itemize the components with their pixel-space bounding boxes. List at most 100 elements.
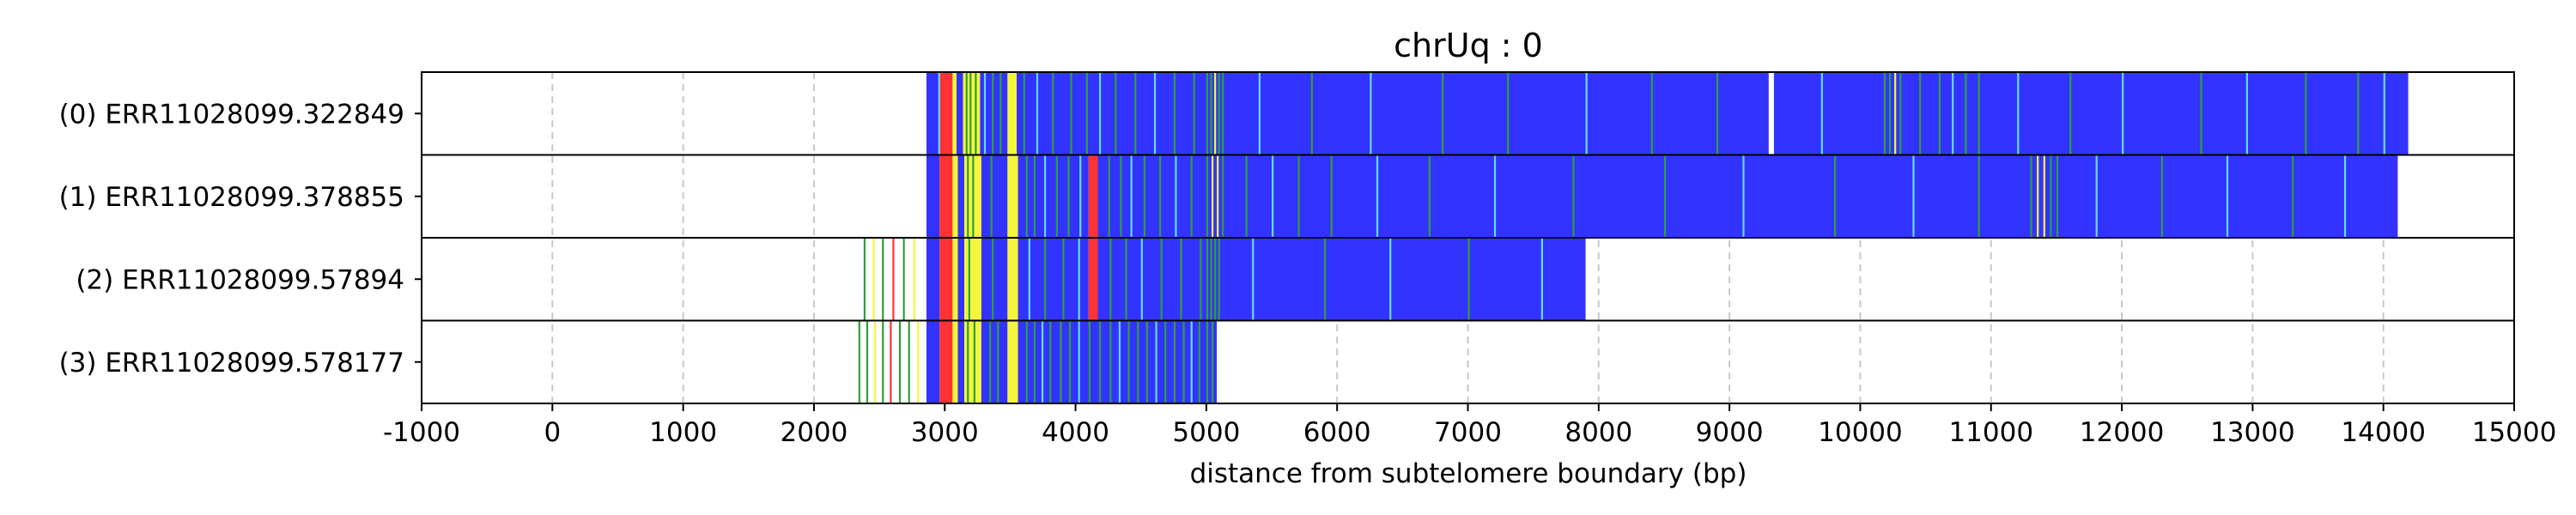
read-segment: [926, 154, 940, 238]
variant-mark: [1206, 238, 1209, 321]
variant-mark: [1218, 72, 1220, 155]
variant-mark: [1175, 154, 1177, 238]
read-segment: [926, 238, 940, 321]
variant-mark: [1323, 238, 1327, 321]
read-segment: [952, 320, 958, 403]
read-segment: [957, 320, 965, 403]
variant-mark: [1210, 72, 1212, 155]
read-segment: [1097, 154, 2398, 238]
read-segment: [1007, 154, 1018, 238]
read-segment: [1007, 72, 1018, 155]
x-tick-label: 0: [544, 417, 561, 448]
variant-mark: [1218, 238, 1220, 321]
variant-mark: [1222, 154, 1224, 238]
variant-mark: [969, 72, 972, 155]
variant-mark: [999, 72, 1002, 155]
variant-mark: [992, 72, 994, 155]
variant-mark: [1210, 238, 1212, 321]
x-tick-label: 12000: [2080, 417, 2165, 448]
read-row: (1) ERR11028099.378855: [59, 154, 2515, 239]
variant-mark: [898, 320, 902, 403]
variant-mark: [1070, 72, 1072, 155]
variant-mark: [902, 238, 905, 321]
variant-mark: [1206, 154, 1209, 238]
variant-mark: [1742, 154, 1745, 238]
read-segment: [952, 72, 957, 155]
read-segment: [1773, 72, 2409, 155]
read-rows: (0) ERR11028099.322849 (1) ERR11028099.37…: [59, 71, 2515, 404]
variant-mark: [2069, 72, 2072, 155]
variant-mark: [1217, 154, 1219, 238]
variant-mark: [1894, 72, 1897, 155]
variant-mark: [1370, 72, 1372, 155]
read-row: (0) ERR11028099.322849: [59, 71, 2515, 156]
variant-mark: [2383, 72, 2385, 155]
read-label: (1) ERR11028099.378855: [59, 182, 404, 213]
x-tick-label: 10000: [1818, 417, 1903, 448]
variant-mark: [908, 320, 910, 403]
variant-mark: [1467, 238, 1470, 321]
read-segment: [964, 238, 981, 321]
read-segment: [939, 154, 953, 238]
variant-mark: [1193, 72, 1195, 155]
variant-mark: [2056, 154, 2059, 238]
variant-mark: [1540, 238, 1543, 321]
variant-mark: [1033, 154, 1036, 238]
variant-mark: [1978, 154, 1980, 238]
variant-mark: [1965, 72, 1967, 155]
variant-mark: [1206, 72, 1209, 155]
read-segment: [926, 72, 940, 155]
read-segment: [1097, 238, 1586, 321]
read-row: (2) ERR11028099.57894: [76, 237, 2515, 322]
variant-mark: [874, 320, 877, 403]
variant-mark: [1098, 72, 1102, 155]
variant-mark: [1060, 320, 1062, 403]
variant-mark: [1145, 320, 1149, 403]
x-axis-label: distance from subtelomere boundary (bp): [1190, 458, 1747, 489]
variant-mark: [1023, 72, 1025, 155]
variant-mark: [1190, 320, 1193, 403]
variant-mark: [1067, 154, 1070, 238]
variant-mark: [1918, 72, 1922, 155]
variant-mark: [1952, 72, 1954, 155]
variant-mark: [2122, 72, 2124, 155]
variant-mark: [1297, 154, 1300, 238]
variant-mark: [1153, 72, 1157, 155]
variant-mark: [1428, 154, 1431, 238]
read-label: (0) ERR11028099.322849: [59, 99, 404, 130]
variant-mark: [1883, 72, 1886, 155]
variant-mark: [1118, 320, 1121, 403]
variant-mark: [1663, 154, 1667, 238]
variant-mark: [1214, 72, 1217, 155]
variant-mark: [1198, 320, 1200, 403]
read-segment: [964, 320, 981, 403]
variant-mark: [1028, 238, 1030, 321]
variant-mark: [1025, 320, 1028, 403]
read-segment: [939, 320, 953, 403]
variant-mark: [1182, 320, 1185, 403]
variant-mark: [1036, 72, 1039, 155]
read-segment: [1018, 320, 1218, 403]
variant-mark: [1109, 320, 1112, 403]
variant-mark: [992, 238, 994, 321]
read-segment: [981, 320, 1008, 403]
variant-mark: [965, 72, 968, 155]
x-tick-label: 7000: [1434, 417, 1502, 448]
variant-mark: [1173, 72, 1176, 155]
read-segment: [952, 154, 958, 238]
x-tick-label: 13000: [2210, 417, 2295, 448]
variant-mark: [863, 238, 866, 321]
variant-mark: [1272, 154, 1274, 238]
variant-mark: [1252, 238, 1255, 321]
variant-mark: [1211, 320, 1214, 403]
variant-mark: [967, 154, 969, 238]
variant-mark: [1190, 154, 1193, 238]
variant-mark: [1222, 72, 1224, 155]
variant-mark: [1062, 238, 1065, 321]
x-tick-label: 14000: [2341, 417, 2426, 448]
variant-mark: [1978, 72, 1980, 155]
variant-mark: [2305, 72, 2307, 155]
variant-mark: [2050, 154, 2052, 238]
